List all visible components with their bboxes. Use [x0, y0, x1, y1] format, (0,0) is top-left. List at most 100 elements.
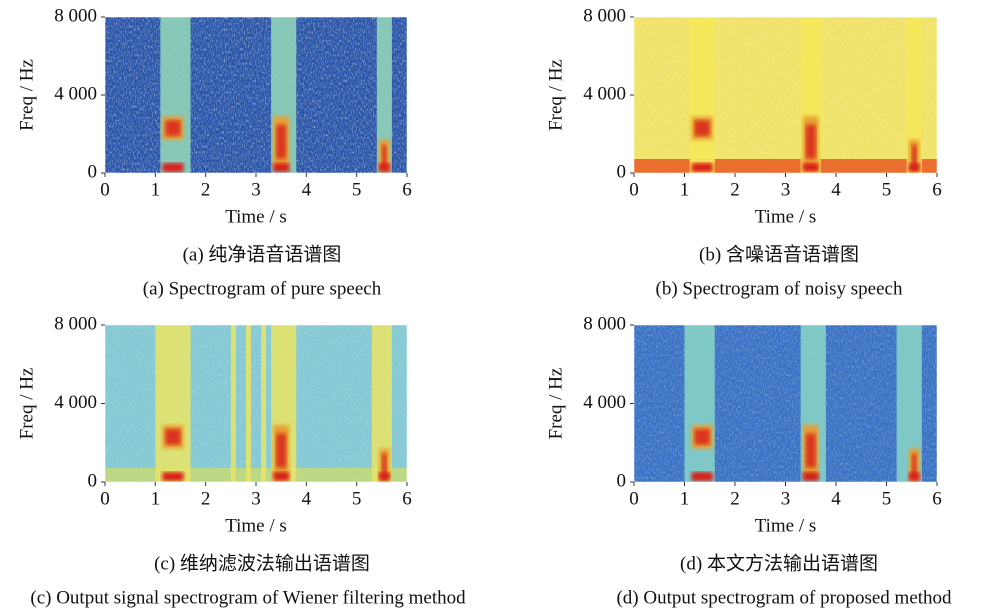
x-axis-label: Time / s — [225, 515, 287, 536]
spectrogram-noise — [634, 325, 937, 482]
x-tick-label: 0 — [100, 179, 110, 200]
x-tick-label: 4 — [302, 179, 312, 200]
formant-energy — [381, 145, 387, 166]
formant-energy — [276, 433, 287, 468]
pitch-energy — [378, 163, 390, 172]
y-tick-label: 4 000 — [583, 83, 626, 104]
caption-en: (b) Spectrogram of noisy speech — [656, 278, 903, 299]
speech-band — [155, 325, 191, 482]
y-axis-label: Freq / Hz — [16, 368, 37, 440]
x-axis-label: Time / s — [755, 515, 817, 536]
x-axis-label: Time / s — [755, 206, 817, 227]
caption-zh: (d) 本文方法输出语谱图 — [680, 552, 878, 574]
x-tick-label: 5 — [882, 179, 892, 200]
x-tick-label: 4 — [831, 488, 841, 509]
pitch-energy — [273, 163, 290, 172]
y-axis-label: Freq / Hz — [545, 368, 566, 440]
pitch-energy — [802, 472, 819, 481]
y-tick-label: 8 000 — [54, 5, 97, 26]
speech-band — [906, 17, 922, 173]
x-tick-label: 3 — [781, 488, 791, 509]
speech-band — [684, 325, 715, 482]
caption-en: (a) Spectrogram of pure speech — [143, 278, 382, 299]
formant-energy — [381, 453, 387, 475]
y-tick-label: 4 000 — [54, 83, 97, 104]
pitch-energy — [802, 163, 819, 172]
pitch-energy — [691, 472, 713, 481]
y-tick-label: 0 — [617, 161, 627, 182]
y-tick-label: 8 000 — [583, 5, 626, 26]
pitch-energy — [378, 472, 390, 481]
x-tick-label: 5 — [882, 488, 892, 509]
x-tick-label: 2 — [730, 179, 740, 200]
y-tick-label: 8 000 — [583, 313, 626, 334]
x-tick-label: 4 — [831, 179, 841, 200]
panel: 0 1 2 3 4 5 6 0 4 000 8 000 Time / s Freq / Hz (d) 本… — [545, 313, 952, 608]
x-tick-label: 0 — [100, 488, 110, 509]
formant-energy — [694, 429, 710, 445]
x-tick-label: 2 — [201, 488, 211, 509]
caption-en: (c) Output signal spectrogram of Wiener … — [30, 587, 466, 608]
low-frequency-noise — [105, 468, 407, 482]
x-tick-label: 0 — [629, 179, 639, 200]
formant-energy — [911, 145, 917, 166]
speech-band — [689, 17, 715, 173]
formant-energy — [165, 120, 181, 136]
x-tick-label: 2 — [201, 179, 211, 200]
x-tick-label: 6 — [402, 488, 412, 509]
spectrogram-noise — [634, 17, 937, 173]
pitch-energy — [908, 163, 920, 172]
formant-energy — [276, 124, 287, 159]
speech-band — [371, 325, 392, 482]
x-tick-label: 6 — [402, 179, 412, 200]
x-tick-label: 1 — [680, 488, 690, 509]
spectrogram-noise — [105, 325, 407, 482]
y-tick-label: 4 000 — [583, 392, 626, 413]
pitch-energy — [162, 472, 184, 481]
x-tick-label: 1 — [680, 179, 690, 200]
y-tick-label: 0 — [617, 470, 627, 491]
x-tick-label: 3 — [251, 179, 261, 200]
speech-band — [230, 325, 236, 482]
x-tick-label: 1 — [151, 488, 161, 509]
spectrogram-noise — [105, 17, 407, 173]
x-tick-label: 2 — [730, 488, 740, 509]
formant-energy — [911, 453, 917, 475]
x-tick-label: 0 — [629, 488, 639, 509]
speech-band — [160, 17, 191, 173]
x-tick-label: 3 — [781, 179, 791, 200]
panel: 0 1 2 3 4 5 6 0 4 000 8 000 Time / s Freq / Hz (b) 含… — [545, 5, 941, 299]
x-tick-label: 4 — [302, 488, 312, 509]
formant-energy — [805, 433, 816, 468]
speech-band — [245, 325, 251, 482]
caption-zh: (a) 纯净语音语谱图 — [183, 243, 342, 265]
low-frequency-noise — [634, 159, 937, 173]
x-tick-label: 5 — [352, 488, 362, 509]
x-tick-label: 1 — [151, 179, 161, 200]
y-tick-label: 0 — [88, 161, 98, 182]
y-tick-label: 8 000 — [54, 313, 97, 334]
x-tick-label: 5 — [352, 179, 362, 200]
pitch-energy — [691, 163, 713, 172]
caption-zh: (c) 维纳滤波法输出语谱图 — [154, 552, 370, 574]
caption-en: (d) Output spectrogram of proposed metho… — [616, 587, 952, 608]
y-tick-label: 4 000 — [54, 392, 97, 413]
y-axis-label: Freq / Hz — [545, 59, 566, 131]
formant-energy — [694, 120, 710, 136]
panel: 0 1 2 3 4 5 6 0 4 000 8 000 Time / s Freq / Hz (a) 纯… — [16, 5, 411, 299]
y-axis-label: Freq / Hz — [16, 59, 37, 131]
formant-energy — [805, 124, 816, 159]
panel: 0 1 2 3 4 5 6 0 4 000 8 000 Time / s Freq / Hz (c) 维… — [16, 313, 466, 608]
y-tick-label: 0 — [88, 470, 98, 491]
x-axis-label: Time / s — [225, 206, 287, 227]
pitch-energy — [908, 472, 920, 481]
speech-band — [376, 17, 392, 173]
pitch-energy — [273, 472, 290, 481]
x-tick-label: 3 — [251, 488, 261, 509]
caption-zh: (b) 含噪语音语谱图 — [699, 243, 859, 265]
x-tick-label: 6 — [932, 488, 942, 509]
formant-energy — [165, 429, 181, 445]
x-tick-label: 6 — [932, 179, 942, 200]
speech-band — [261, 325, 267, 482]
